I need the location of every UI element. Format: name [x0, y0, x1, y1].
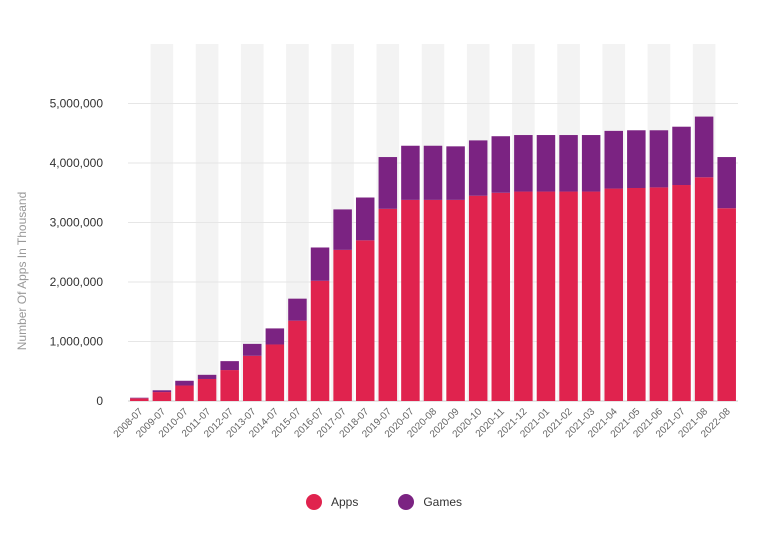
- bar-apps[interactable]: [152, 392, 172, 401]
- bar-apps[interactable]: [627, 187, 646, 401]
- bar-games[interactable]: [197, 374, 217, 379]
- bar-games[interactable]: [717, 157, 736, 209]
- legend-label-apps: Apps: [330, 495, 359, 509]
- bar-apps[interactable]: [604, 188, 623, 401]
- legend-label-games: Games: [423, 495, 463, 509]
- bar-apps[interactable]: [694, 177, 714, 401]
- bar-games[interactable]: [536, 135, 556, 192]
- bar-apps[interactable]: [130, 398, 149, 401]
- bar-apps[interactable]: [265, 344, 285, 401]
- bar-games[interactable]: [310, 247, 330, 281]
- bar-games[interactable]: [355, 197, 375, 241]
- bar-games[interactable]: [265, 328, 285, 345]
- bar-apps[interactable]: [536, 191, 556, 401]
- bar-apps[interactable]: [333, 249, 352, 401]
- bar-apps[interactable]: [559, 191, 578, 401]
- bar-apps[interactable]: [423, 199, 443, 401]
- bar-games[interactable]: [672, 126, 691, 186]
- bar-apps[interactable]: [220, 370, 239, 401]
- y-tick-label: 1,000,000: [50, 335, 104, 349]
- legend: Apps Games: [0, 494, 768, 510]
- bar-games[interactable]: [401, 145, 420, 200]
- bar-games[interactable]: [446, 146, 465, 200]
- bar-apps[interactable]: [717, 208, 736, 401]
- bar-apps[interactable]: [355, 240, 375, 401]
- y-tick-label: 4,000,000: [50, 156, 104, 170]
- legend-item-games[interactable]: Games: [398, 494, 462, 510]
- bar-games[interactable]: [604, 130, 623, 189]
- bar-apps[interactable]: [288, 320, 307, 401]
- y-axis-ticks: 0 1,000,000 2,000,000 3,000,000 4,000,000 5,0…: [50, 97, 104, 409]
- bar-games[interactable]: [220, 361, 239, 371]
- bar-games[interactable]: [694, 116, 714, 178]
- bar-apps[interactable]: [468, 195, 488, 401]
- legend-swatch-apps: [305, 494, 322, 510]
- legend-swatch-games: [398, 494, 415, 510]
- y-tick-label: 2,000,000: [50, 275, 104, 289]
- bar-games[interactable]: [581, 135, 601, 192]
- bar-games[interactable]: [627, 130, 646, 188]
- bar-apps[interactable]: [175, 385, 194, 401]
- bar-games[interactable]: [152, 390, 172, 393]
- bar-apps[interactable]: [401, 199, 420, 401]
- bar-games[interactable]: [288, 298, 307, 321]
- bars: [130, 116, 736, 401]
- bar-apps[interactable]: [672, 185, 691, 401]
- bar-apps[interactable]: [243, 355, 262, 401]
- bar-apps[interactable]: [514, 191, 533, 401]
- bar-games[interactable]: [243, 343, 262, 356]
- bar-games[interactable]: [649, 130, 669, 188]
- bar-games[interactable]: [423, 145, 443, 200]
- bar-games[interactable]: [130, 397, 149, 399]
- bar-apps[interactable]: [581, 191, 601, 401]
- x-axis-ticks: 2008-072009-072010-072011-072012-072013-…: [112, 406, 733, 440]
- bar-apps[interactable]: [197, 378, 217, 401]
- bar-apps[interactable]: [649, 187, 669, 401]
- y-tick-label: 0: [96, 394, 103, 408]
- y-tick-label: 5,000,000: [50, 97, 104, 111]
- bar-games[interactable]: [378, 157, 398, 209]
- bar-games[interactable]: [559, 135, 578, 192]
- y-tick-label: 3,000,000: [50, 216, 104, 230]
- bar-apps[interactable]: [378, 208, 398, 401]
- y-axis-label: Number Of Apps In Thousand: [15, 192, 29, 351]
- bar-games[interactable]: [468, 140, 488, 196]
- bar-games[interactable]: [333, 209, 352, 250]
- bar-apps[interactable]: [491, 192, 511, 401]
- bar-apps[interactable]: [446, 199, 465, 401]
- bar-apps[interactable]: [310, 280, 330, 401]
- bar-games[interactable]: [175, 380, 194, 386]
- stacked-bar-chart: 0 1,000,000 2,000,000 3,000,000 4,000,000 5,0…: [15, 44, 738, 440]
- legend-item-apps[interactable]: Apps: [305, 494, 359, 510]
- bar-games[interactable]: [514, 135, 533, 192]
- bar-games[interactable]: [491, 136, 511, 193]
